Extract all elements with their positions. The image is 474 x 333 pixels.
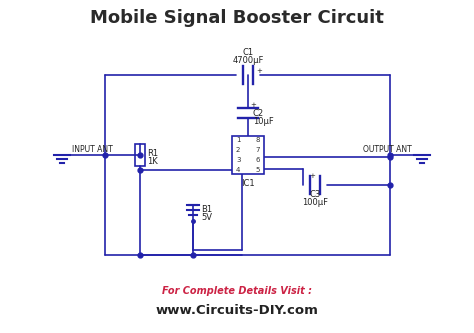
Text: 7: 7 <box>255 147 260 153</box>
Text: 6: 6 <box>255 157 260 163</box>
Text: For Complete Details Visit :: For Complete Details Visit : <box>162 286 312 296</box>
Text: B1: B1 <box>201 205 212 214</box>
Text: C3: C3 <box>310 190 320 199</box>
Text: 1K: 1K <box>147 157 158 166</box>
Bar <box>232 136 264 174</box>
Text: C2: C2 <box>253 109 264 118</box>
Text: 10μF: 10μF <box>253 117 274 126</box>
Text: 2: 2 <box>236 147 240 153</box>
Text: 8: 8 <box>255 137 260 143</box>
Text: C1: C1 <box>242 48 254 57</box>
Text: 3: 3 <box>236 157 240 163</box>
Text: R1: R1 <box>147 149 158 158</box>
Text: +: + <box>250 102 256 108</box>
Bar <box>135 144 145 166</box>
Text: www.Circuits-DIY.com: www.Circuits-DIY.com <box>155 304 319 317</box>
Text: 100μF: 100μF <box>302 198 328 207</box>
Text: IC1: IC1 <box>241 179 255 188</box>
Text: 4700μF: 4700μF <box>232 56 264 65</box>
Text: OUTPUT ANT: OUTPUT ANT <box>363 145 412 154</box>
Text: 1: 1 <box>236 137 240 143</box>
Text: 4: 4 <box>236 167 240 173</box>
Text: INPUT ANT: INPUT ANT <box>72 145 113 154</box>
Text: 5: 5 <box>255 167 260 173</box>
Text: +: + <box>256 68 262 74</box>
Text: 5V: 5V <box>201 213 212 222</box>
Text: +: + <box>309 173 315 179</box>
Text: Mobile Signal Booster Circuit: Mobile Signal Booster Circuit <box>90 9 384 27</box>
